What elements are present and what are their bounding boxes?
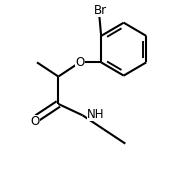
Text: O: O xyxy=(75,56,84,69)
Text: NH: NH xyxy=(87,108,105,121)
Text: O: O xyxy=(31,115,40,128)
Text: Br: Br xyxy=(94,4,107,17)
